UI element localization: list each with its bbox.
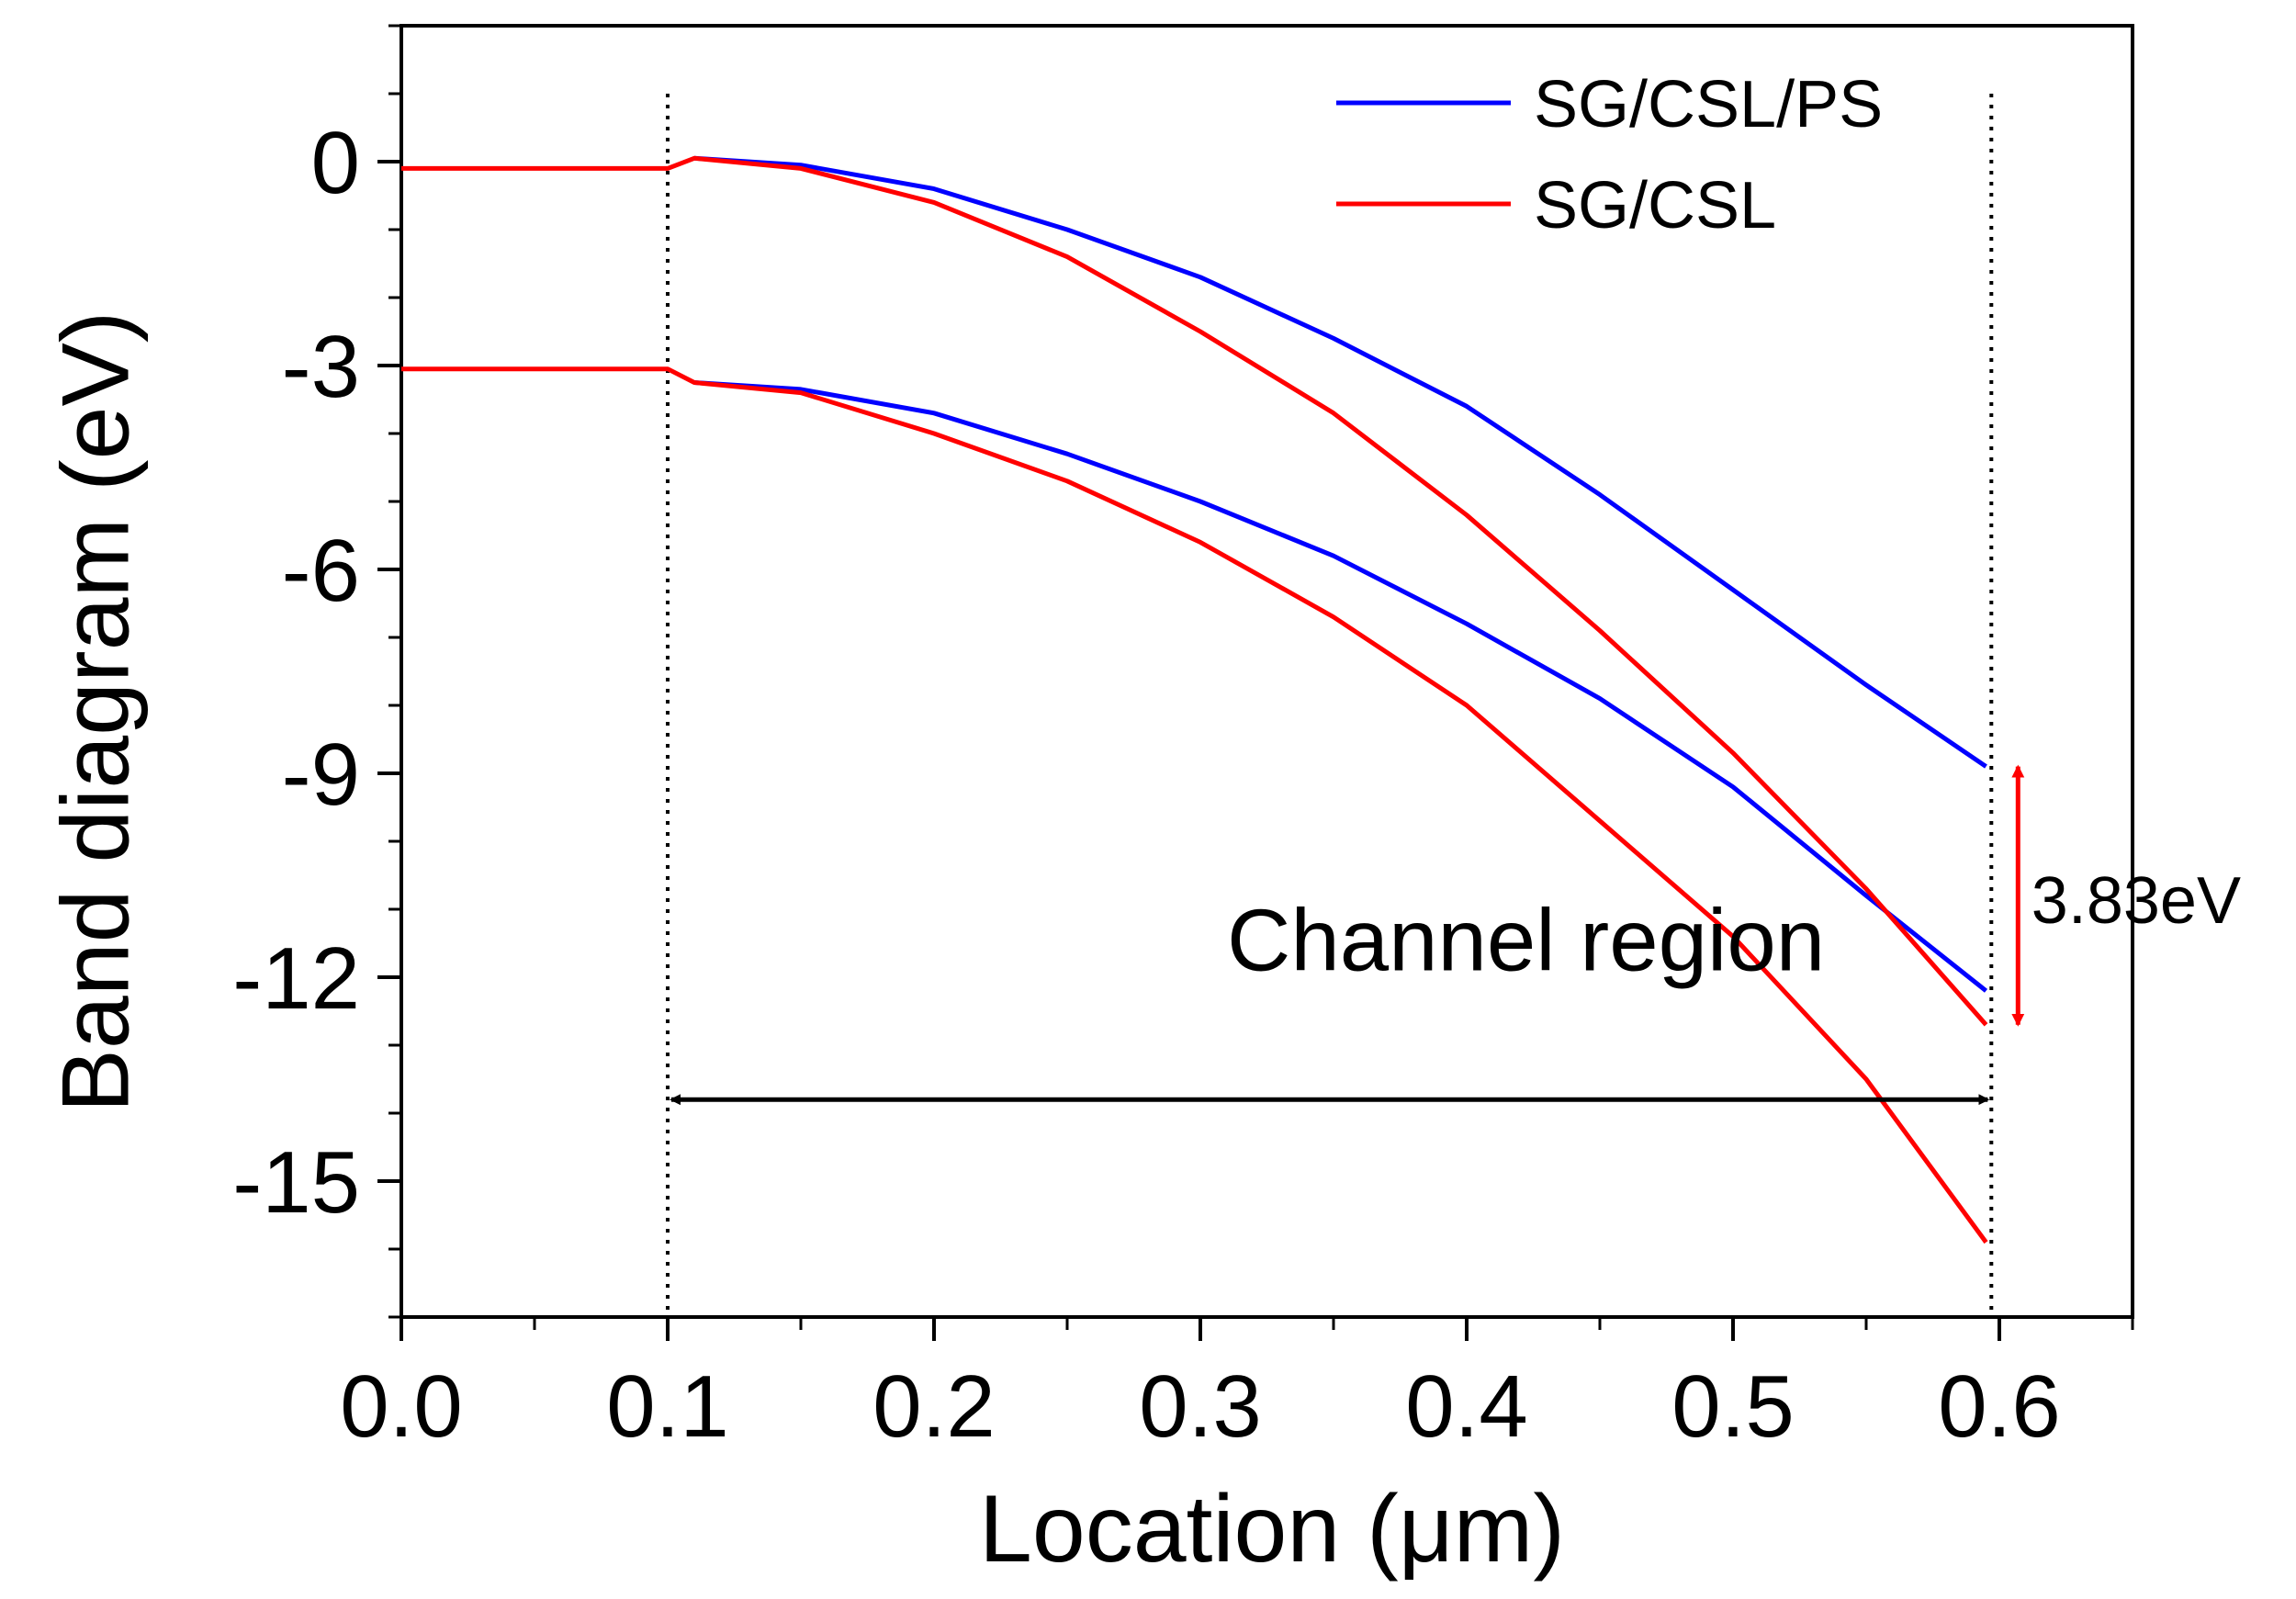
y-axis-title: Band diagram (eV): [42, 311, 149, 1113]
legend: SG/CSL/PS SG/CSL: [1336, 68, 1883, 242]
gap-label: 3.83eV: [2032, 864, 2241, 938]
y-tick-label-1: -3: [282, 318, 360, 416]
y-tick-label-0: 0: [311, 114, 360, 212]
channel-region-label: Channel region: [1227, 892, 1825, 990]
legend-label-0: SG/CSL/PS: [1534, 68, 1883, 141]
y-tick-label-3: -9: [282, 726, 360, 824]
plot-frame: [400, 24, 2134, 1319]
x-tick-label-6: 0.6: [1938, 1357, 2060, 1456]
x-axis-title: Location (μm): [979, 1476, 1565, 1582]
series-line-sg-csl-ps-valence: [693, 380, 1988, 993]
x-tick-label-1: 0.1: [606, 1357, 728, 1456]
plot-area: 0.0 0.1 0.2 0.3 0.4 0.5 0.6 0 -3 -6 -9 -12 -15 Channe…: [232, 24, 2241, 1456]
series-line-sg-csl-ps-conduction: [693, 155, 1987, 769]
x-tick-label-4: 0.4: [1405, 1357, 1527, 1456]
y-tick-label-5: -15: [232, 1133, 360, 1232]
series-line-sg-csl-valence: [401, 366, 1988, 1244]
legend-label-1: SG/CSL: [1534, 169, 1776, 242]
y-tick-label-4: -12: [232, 929, 360, 1028]
x-tick-label-3: 0.3: [1139, 1357, 1261, 1456]
y-axis-title-group: Band diagram (eV): [42, 311, 149, 1113]
series-line-sg-csl-conduction: [401, 155, 1988, 1027]
x-tick-label-2: 0.2: [872, 1357, 995, 1456]
x-tick-label-5: 0.5: [1671, 1357, 1794, 1456]
y-tick-label-2: -6: [282, 522, 360, 620]
x-tick-label-0: 0.0: [340, 1357, 462, 1456]
